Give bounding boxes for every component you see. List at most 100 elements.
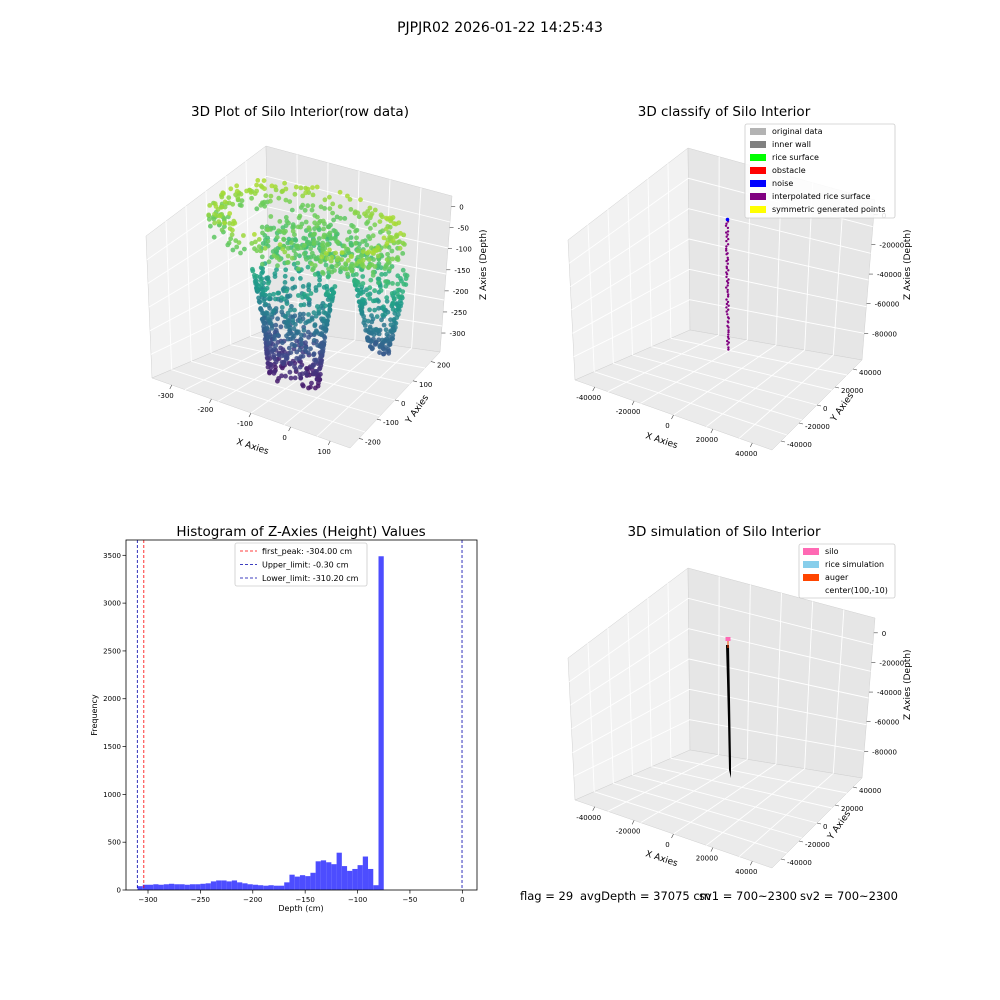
- scatter-point: [311, 352, 316, 358]
- scatter-point: [725, 235, 728, 238]
- scatter-point: [351, 224, 356, 230]
- scatter-point: [265, 238, 271, 244]
- scatter-point: [328, 235, 334, 241]
- x-tick-label: −200: [243, 896, 262, 904]
- x-tick-label: 0: [460, 896, 464, 904]
- scatter-point: [258, 282, 264, 288]
- scatter-point: [258, 278, 264, 284]
- histogram-bar: [378, 556, 384, 890]
- scatter-point: [298, 302, 304, 308]
- y-tick-label: 1500: [103, 743, 121, 751]
- scatter-point: [322, 197, 328, 203]
- scatter-point: [727, 341, 730, 344]
- scatter-point: [300, 193, 306, 199]
- scatter-point: [390, 281, 395, 286]
- scatter-point: [212, 220, 218, 226]
- scatter-point: [310, 185, 315, 191]
- scatter-point: [289, 342, 295, 347]
- scatter-point: [262, 245, 268, 251]
- scatter-point: [217, 213, 223, 219]
- histogram-bar: [299, 875, 306, 890]
- scatter-point: [725, 310, 728, 313]
- scatter-point: [372, 207, 378, 213]
- histogram-bar: [357, 865, 363, 890]
- x-ticks-histogram: −300 −250 −200 −150 −100 −50 0: [138, 890, 465, 904]
- scatter-point: [254, 273, 259, 279]
- scatter-point: [256, 244, 262, 250]
- scatter-point: [379, 272, 384, 277]
- scatter-point: [317, 361, 323, 366]
- scatter-point: [310, 371, 316, 377]
- scatter-point: [321, 309, 327, 315]
- scatter-point: [297, 253, 302, 259]
- y-tick-label: 0: [401, 400, 405, 408]
- scatter-point: [312, 272, 318, 277]
- y-tick-mark: [816, 822, 822, 825]
- scatter-point: [354, 235, 359, 241]
- x-tick-label: 0: [665, 841, 669, 849]
- histogram-bar: [326, 862, 332, 890]
- scatter-point: [298, 276, 303, 281]
- scatter-point: [384, 295, 390, 301]
- scatter-point: [362, 298, 367, 303]
- scatter-point: [263, 292, 268, 298]
- scatter-point: [727, 326, 730, 329]
- x-tick-label: −300: [138, 896, 157, 904]
- grid-line: [570, 208, 871, 288]
- z-tick-label: 0: [882, 630, 886, 638]
- scatter-point: [230, 247, 236, 253]
- scatter-point: [284, 288, 289, 294]
- subplot-simulation-3d: 3D simulation of Silo Interior -40000 -20…: [567, 524, 913, 876]
- scatter-point: [264, 285, 270, 291]
- scatter-points-raw: [206, 178, 410, 391]
- scatter-point: [725, 306, 728, 309]
- scatter-point: [337, 204, 343, 210]
- y-tick-label: 3500: [103, 552, 121, 560]
- scatter-point: [274, 267, 279, 272]
- scatter-point: [400, 251, 406, 256]
- grid-line: [570, 628, 871, 706]
- scatter-point: [321, 316, 326, 322]
- scatter-point: [367, 296, 373, 301]
- scatter-point: [273, 296, 278, 302]
- scatter-point: [309, 364, 315, 369]
- y-tick-mark: [780, 858, 786, 861]
- x-axis-label-classify: X Axies: [644, 431, 679, 451]
- scatter-point: [265, 227, 271, 233]
- scatter-point: [325, 242, 330, 248]
- scatter-point: [294, 338, 299, 344]
- scatter-point: [285, 260, 291, 265]
- scatter-point: [384, 298, 390, 304]
- scatter-point: [359, 253, 365, 259]
- scatter-point: [386, 342, 392, 348]
- scatter-point: [274, 255, 280, 260]
- scatter-point: [289, 304, 294, 309]
- scatter-point: [267, 292, 273, 298]
- scatter-point: [370, 233, 376, 239]
- y-tick-label: -40000: [787, 859, 812, 867]
- z-axis-label-simulation: Z Axies (Depth): [903, 649, 913, 720]
- scatter-point: [376, 280, 381, 286]
- scatter-point: [368, 277, 374, 283]
- scatter-point: [292, 375, 298, 381]
- scatter-point: [367, 205, 373, 211]
- scatter-point: [339, 257, 345, 262]
- scatter-point: [222, 220, 227, 226]
- scatter-point: [727, 269, 730, 272]
- scatter-point: [370, 272, 376, 278]
- histogram-bar: [284, 882, 290, 890]
- scatter-point: [289, 207, 295, 213]
- scatter-point: [354, 287, 360, 292]
- scatter-point: [283, 215, 289, 220]
- scatter-point: [725, 231, 728, 234]
- y-tick-label: -200: [365, 438, 381, 446]
- scatter-point: [252, 191, 258, 197]
- scatter-point: [371, 298, 376, 304]
- scatter-point: [261, 320, 267, 326]
- x-tick-mark: [750, 442, 753, 448]
- scatter-point: [372, 264, 378, 269]
- scatter-point: [327, 206, 333, 212]
- scatter-point: [229, 232, 235, 238]
- scatter-point: [310, 192, 316, 198]
- z-tick-label: -60000: [875, 301, 900, 309]
